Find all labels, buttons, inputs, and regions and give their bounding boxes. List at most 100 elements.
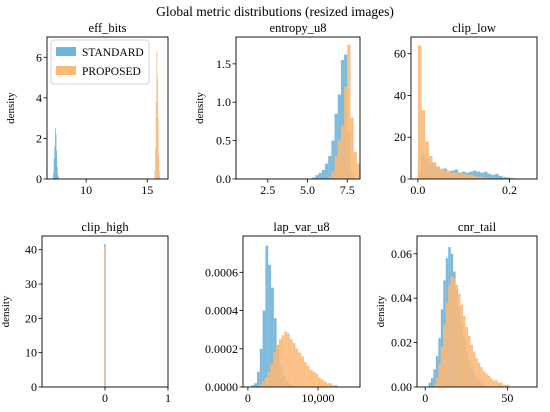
histogram-bar-standard: [428, 382, 431, 387]
histogram-bar-proposed: [340, 125, 345, 179]
histogram-bar-standard: [251, 385, 255, 387]
histogram-bar-standard: [480, 172, 484, 179]
histogram-bar-proposed: [287, 333, 290, 387]
y-tick-label: 1.0: [216, 95, 231, 109]
histogram-bar-proposed: [476, 176, 481, 179]
y-axis-label: density: [0, 295, 12, 327]
histogram-bar-proposed: [458, 173, 462, 179]
histogram-bar-proposed: [326, 383, 330, 387]
histogram-bar-proposed: [470, 344, 473, 387]
y-tick-label: 30: [25, 277, 37, 291]
histogram-bar-standard: [438, 338, 441, 387]
y-tick-label: 40: [394, 88, 406, 102]
figure-title: Global metric distributions (resized ima…: [156, 4, 394, 19]
panel-title: cnr_tail: [458, 220, 497, 234]
histogram-bar-proposed: [443, 324, 446, 387]
histogram-bar-standard: [472, 170, 477, 179]
histogram-bar-proposed: [440, 347, 444, 387]
histogram-bar-proposed: [465, 327, 468, 387]
histogram-bar-proposed: [360, 171, 363, 179]
histogram-bar-proposed: [267, 371, 271, 387]
legend: STANDARD PROPOSED: [50, 39, 150, 85]
histogram-bar-proposed: [312, 371, 316, 387]
panel-title: eff_bits: [89, 21, 127, 35]
histogram-bar-standard: [318, 172, 322, 179]
histogram-bar-standard: [487, 173, 492, 179]
bars-group: [251, 245, 338, 387]
histogram-bar-proposed: [477, 362, 481, 387]
legend-label-standard: STANDARD: [82, 47, 144, 59]
histogram-bar-proposed: [487, 375, 491, 387]
histogram-bar-proposed: [270, 364, 274, 387]
histogram-bar-standard: [331, 140, 335, 179]
histogram-bar-proposed: [502, 384, 505, 387]
histogram-bar-proposed: [472, 175, 477, 179]
x-tick-label: 15: [141, 183, 153, 197]
bars-group: [417, 45, 525, 179]
panel-title: lap_var_u8: [273, 220, 329, 234]
histogram-bar-proposed: [155, 148, 157, 179]
y-tick-label: 0: [31, 380, 37, 394]
histogram-bar-proposed: [483, 177, 488, 179]
y-tick-label: 20: [394, 130, 406, 144]
histogram-bar-standard: [254, 383, 258, 387]
histogram-bar-standard: [58, 176, 59, 179]
histogram-bar-proposed: [350, 117, 354, 179]
histogram-bar-proposed: [264, 377, 268, 387]
histogram-bar-standard: [315, 175, 319, 179]
histogram-bar-proposed: [435, 378, 439, 387]
y-tick-label: 0.0004: [205, 304, 238, 318]
histogram-bar-standard: [334, 113, 338, 179]
panel-title: clip_low: [452, 21, 496, 35]
histogram-bar-standard: [257, 371, 260, 387]
axes-frame: [410, 36, 538, 180]
histogram-bar-proposed: [450, 275, 454, 387]
y-tick-label: 0.00: [391, 380, 412, 394]
histogram-bar-standard: [265, 245, 269, 387]
histogram-bar-proposed: [323, 381, 327, 387]
histogram-bar-standard: [53, 158, 55, 179]
histogram-bar-proposed: [472, 351, 476, 387]
bars-group: [53, 51, 161, 179]
y-tick-label: 1.5: [216, 57, 231, 71]
panel-title: clip_high: [81, 220, 129, 234]
histogram-bar-proposed: [450, 172, 455, 179]
histogram-bar-proposed: [425, 141, 429, 179]
x-tick-label: 10,000: [301, 391, 334, 405]
histogram-bar-proposed: [104, 246, 106, 387]
y-tick-label: 0: [400, 172, 406, 186]
histogram-bar-standard: [502, 176, 506, 179]
histogram-bar-proposed: [443, 170, 448, 179]
histogram-bar-standard: [476, 171, 481, 179]
histogram-bar-proposed: [480, 367, 483, 387]
axes-frame: [235, 36, 361, 180]
x-tick-label: 2.5: [260, 183, 275, 197]
histogram-bar-standard: [312, 177, 316, 179]
histogram-bar-standard: [491, 174, 495, 179]
histogram-bar-proposed: [433, 384, 436, 387]
histogram-bar-proposed: [315, 373, 318, 387]
panel-lap-var-u8: 0 10,000 0.0000 0.0002 0.0004 0.0006 lap_var_u…: [205, 220, 361, 405]
histogram-bar-proposed: [461, 173, 466, 179]
histogram-bar-proposed: [292, 343, 296, 387]
x-tick-label: 0.2: [502, 183, 517, 197]
histogram-bar-proposed: [320, 379, 324, 387]
histogram-bar-proposed: [463, 315, 466, 387]
histogram-bar-proposed: [469, 174, 473, 179]
histogram-bar-proposed: [303, 362, 307, 387]
histogram-bar-proposed: [275, 344, 279, 387]
histogram-bar-proposed: [490, 378, 493, 387]
y-tick-label: 0.0: [216, 172, 231, 186]
histogram-bar-standard: [262, 310, 266, 387]
y-axis-label: density: [5, 92, 17, 124]
histogram-bar-proposed: [158, 154, 160, 179]
y-tick-label: 40: [25, 243, 37, 257]
histogram-bar-proposed: [421, 110, 426, 179]
histogram-bar-standard: [483, 171, 488, 179]
histogram-bar-proposed: [500, 382, 503, 387]
y-tick-label: 0.0000: [205, 380, 238, 394]
